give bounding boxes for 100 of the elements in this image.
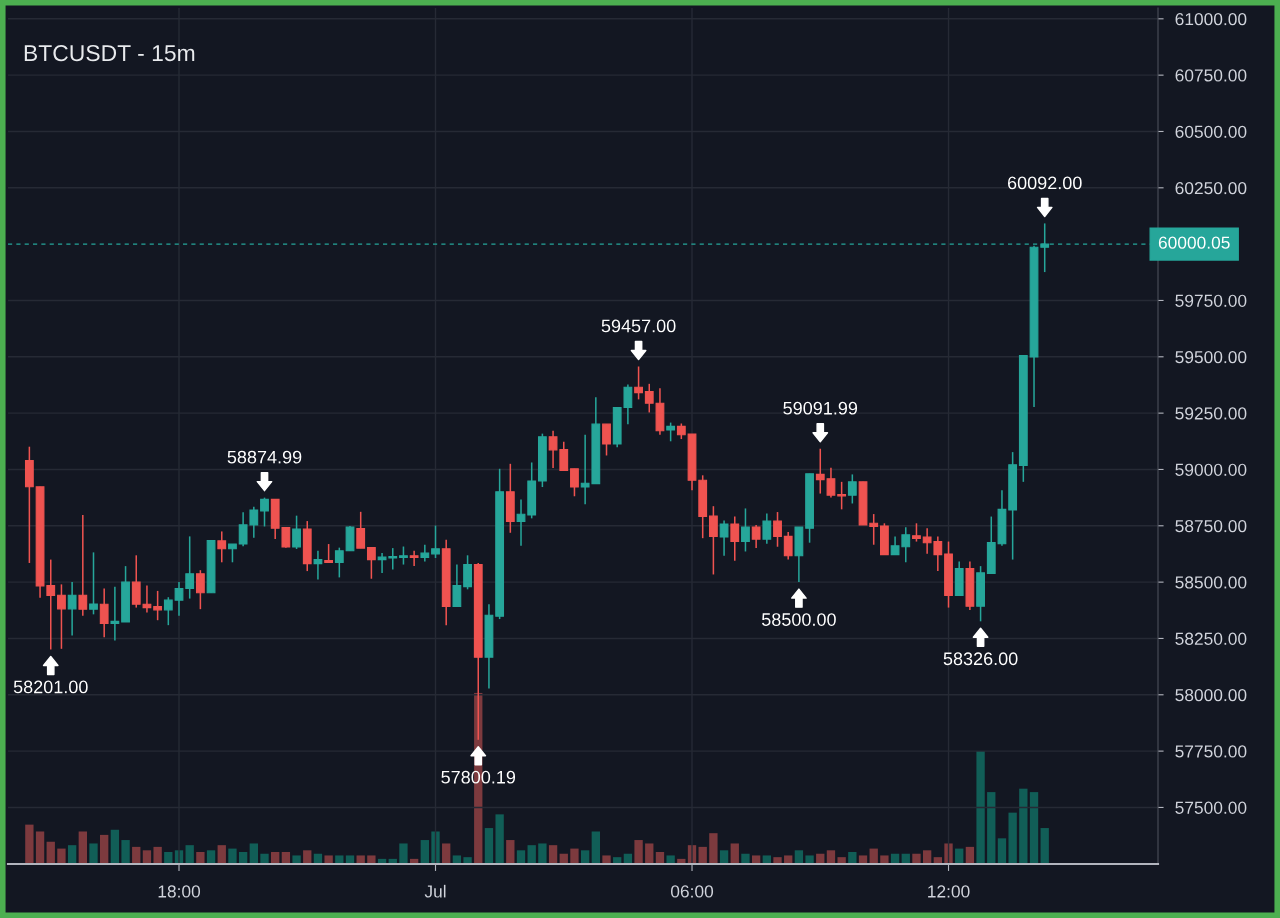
- bar: [153, 846, 162, 864]
- y-tick-label: 61000.00: [1175, 12, 1247, 26]
- y-tick-label: 60500.00: [1175, 125, 1247, 138]
- candlestick: [719, 519, 729, 557]
- y-tick-label: 57750.00: [1175, 745, 1247, 758]
- bar: [709, 833, 718, 864]
- candlestick: [751, 524, 761, 549]
- y-tick-label: 60750.00: [1175, 69, 1247, 82]
- candlestick: [399, 545, 408, 566]
- candlestick: [260, 496, 269, 528]
- bar: [538, 843, 547, 864]
- y-tick-label: 57500.00: [1175, 801, 1247, 814]
- x-tick-label: 06:00: [670, 885, 714, 898]
- bar: [431, 831, 440, 864]
- candlestick: [345, 525, 355, 552]
- candlestick: [730, 515, 740, 562]
- bar: [987, 792, 996, 864]
- candlestick: [195, 569, 205, 610]
- bar: [666, 855, 675, 864]
- bar: [837, 857, 846, 864]
- bar: [228, 848, 237, 864]
- candlestick: [570, 468, 579, 498]
- candlestick: [847, 473, 857, 505]
- bar: [784, 855, 793, 864]
- bar: [324, 855, 333, 864]
- bar: [698, 846, 707, 864]
- candlestick: [110, 585, 120, 642]
- bar: [570, 848, 579, 864]
- candlestick: [912, 522, 921, 543]
- candlestick: [602, 423, 611, 457]
- annotation: 59457.00: [601, 319, 676, 333]
- bar: [794, 850, 804, 864]
- bar: [142, 850, 152, 864]
- candlestick: [708, 505, 718, 576]
- bar: [602, 855, 611, 864]
- candlestick: [431, 524, 440, 559]
- candlestick: [452, 563, 462, 608]
- annotation: 58874.99: [227, 450, 302, 464]
- bar: [591, 831, 600, 864]
- annotation: 60092.00: [1007, 176, 1082, 190]
- bar: [206, 850, 216, 864]
- bar: [367, 855, 376, 864]
- text: BTCUSDT - 15m: [24, 45, 195, 62]
- candlestick: [773, 511, 782, 548]
- ref-line-label: 60000.05: [1158, 236, 1230, 249]
- bar: [751, 855, 761, 864]
- candlestick: [67, 581, 77, 637]
- bar: [548, 845, 558, 864]
- bar: [484, 828, 494, 864]
- y-tick-label: 58000.00: [1175, 688, 1247, 702]
- bar: [132, 846, 141, 864]
- bar: [805, 855, 814, 864]
- bar: [516, 850, 526, 864]
- bar: [35, 831, 45, 864]
- candlestick: [666, 421, 676, 443]
- bar: [303, 850, 312, 864]
- bar: [1040, 828, 1049, 864]
- candlestick: [153, 590, 163, 621]
- annotation: 58500.00: [761, 613, 836, 626]
- candlestick: [634, 365, 643, 401]
- bar: [527, 845, 536, 864]
- bar: [976, 751, 985, 864]
- annotation: 58201.00: [13, 680, 88, 694]
- x-tick-label: 12:00: [928, 885, 970, 898]
- bar: [912, 853, 921, 864]
- y-tick-label: 59250.00: [1175, 407, 1247, 420]
- candlestick: [57, 583, 66, 650]
- bar: [997, 838, 1007, 864]
- bar: [741, 853, 750, 864]
- candlestick: [324, 543, 334, 564]
- bar: [965, 846, 975, 864]
- candlestick: [313, 550, 323, 581]
- bar: [944, 843, 953, 864]
- candlestick: [409, 550, 419, 567]
- annotation: 59091.99: [783, 401, 858, 415]
- candlestick: [741, 507, 750, 553]
- bar: [110, 829, 120, 864]
- bar: [100, 834, 109, 864]
- candlestick: [292, 514, 301, 550]
- candlestick: [89, 551, 98, 616]
- candlestick: [99, 587, 109, 639]
- bar: [730, 843, 739, 864]
- bar: [356, 855, 365, 864]
- bar: [1019, 788, 1028, 864]
- candlestick: [356, 511, 366, 549]
- bar: [78, 831, 87, 864]
- bar: [495, 814, 504, 864]
- bar: [580, 850, 590, 864]
- annotation: 57800.19: [441, 770, 516, 784]
- bar: [185, 845, 194, 864]
- bar: [249, 843, 258, 864]
- annotation: 58326.00: [943, 652, 1018, 666]
- bar: [762, 855, 771, 864]
- y-tick-label: 58250.00: [1175, 632, 1247, 645]
- bar: [46, 841, 55, 864]
- bar: [335, 855, 344, 864]
- bar: [773, 857, 782, 864]
- bar: [67, 845, 77, 864]
- bar: [399, 843, 408, 864]
- candlestick: [228, 543, 237, 564]
